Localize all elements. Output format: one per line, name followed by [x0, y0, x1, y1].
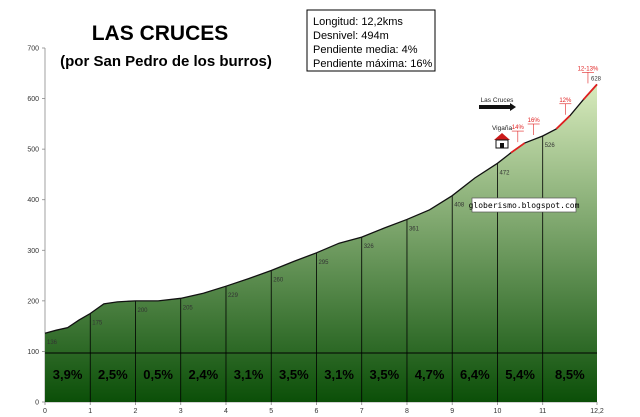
segment-gradient-label: 3,9%: [53, 367, 83, 382]
blog-box-frame: [471, 197, 577, 213]
profile-line-path: [44, 83, 598, 334]
elevation-label: 295: [318, 260, 329, 266]
x-tick-label: 11: [539, 408, 546, 415]
x-tick-label: 12,2: [590, 408, 604, 415]
chart-title: LAS CRUCES: [92, 22, 229, 45]
info-desnivel: Desnivel: 494m: [313, 30, 389, 42]
blog-box: globerismo.blogspot.com: [469, 197, 580, 213]
house-door-icon: [500, 143, 504, 148]
y-tick-label: 700: [27, 46, 39, 53]
max-gradient-label: 16%: [528, 118, 541, 124]
segment-gradient-label: 6,4%: [460, 367, 490, 382]
vigana-marker: Vigaña: [492, 125, 513, 149]
segment-gradient-label: 4,7%: [415, 367, 445, 382]
las-cruces-marker: Las Cruces: [479, 97, 516, 111]
arrow-icon: [479, 103, 516, 111]
x-tick-label: 5: [269, 408, 273, 415]
max-gradient-label: 14%: [512, 125, 525, 131]
steep-segment-line: [510, 142, 526, 154]
vigana-label: Vigaña: [492, 125, 513, 132]
max-gradient-label: 12%: [559, 98, 572, 104]
info-box-frame: [306, 9, 436, 72]
x-tick-label: 8: [405, 408, 409, 415]
segment-gradient-label: 2,4%: [189, 367, 219, 382]
y-tick-label: 600: [27, 96, 39, 103]
x-tick-label: 1: [88, 408, 92, 415]
elevation-label: 260: [273, 278, 284, 284]
elevation-label: 526: [545, 143, 556, 149]
info-box: Longitud: 12,2kms Desnivel: 494m Pendien…: [306, 9, 436, 72]
elevation-label: 472: [499, 170, 510, 176]
x-tick-label: 0: [43, 408, 47, 415]
elevation-label: 136: [47, 340, 58, 346]
profile-line: [44, 83, 598, 334]
segment-gradient-label: 3,5%: [279, 367, 309, 382]
las-cruces-label: Las Cruces: [481, 97, 515, 104]
segment-gradient-label: 3,1%: [324, 367, 354, 382]
segment-gradient-label: 3,1%: [234, 367, 264, 382]
segment-gradient-label: 5,4%: [505, 367, 535, 382]
max-gradient-labels: 14%16% 12% 12-13%: [512, 66, 599, 143]
max-gradient-label: 12-13%: [578, 66, 599, 72]
profile-area-fill: [45, 84, 597, 402]
info-longitud: Longitud: 12,2kms: [313, 16, 403, 28]
y-tick-label: 400: [27, 197, 39, 204]
segment-gradient-label: 3,5%: [370, 367, 400, 382]
x-tick-label: 3: [179, 408, 183, 415]
segment-gradient-label: 2,5%: [98, 367, 128, 382]
elevation-labels: 136 175 200 205 229 260 295 326 361 408 472 526 628: [47, 76, 602, 346]
km-markers: [89, 135, 544, 402]
x-tick-label: 9: [450, 408, 454, 415]
y-tick-label: 0: [35, 400, 39, 407]
segment-gradient-label: 8,5%: [555, 367, 585, 382]
elevation-label: 326: [364, 244, 375, 250]
x-tick-label: 4: [224, 408, 228, 415]
elevation-label: 229: [228, 293, 239, 299]
steep-segment-line: [555, 115, 571, 130]
elevation-label: 361: [409, 226, 420, 232]
blog-url: globerismo.blogspot.com: [469, 201, 580, 210]
elevation-label: 175: [92, 321, 103, 327]
profile-area: [45, 84, 597, 402]
info-pendiente-media: Pendiente media: 4%: [313, 44, 418, 56]
elevation-label: 200: [137, 308, 148, 314]
y-tick-label: 200: [27, 298, 39, 305]
elevation-label: 408: [454, 203, 465, 209]
y-tick-label: 300: [27, 248, 39, 255]
y-tick-label: 500: [27, 147, 39, 154]
chart-subtitle: (por San Pedro de los burros): [60, 53, 272, 70]
segment-gradient-label: 0,5%: [143, 367, 173, 382]
house-roof-icon: [494, 133, 510, 140]
x-tick-label: 7: [360, 408, 364, 415]
info-pendiente-maxima: Pendiente máxima: 16%: [313, 58, 432, 70]
elevation-label: 628: [591, 76, 602, 82]
y-tick-label: 100: [27, 349, 39, 356]
x-tick-label: 6: [315, 408, 319, 415]
elevation-label: 205: [183, 305, 194, 311]
x-tick-label: 10: [494, 408, 502, 415]
gradient-band: 3,9% 2,5% 0,5% 2,4% 3,1% 3,5% 3,1% 3,5% 4,7% 6,4%…: [45, 352, 597, 382]
steep-segment-line: [582, 83, 598, 101]
x-tick-label: 2: [134, 408, 138, 415]
